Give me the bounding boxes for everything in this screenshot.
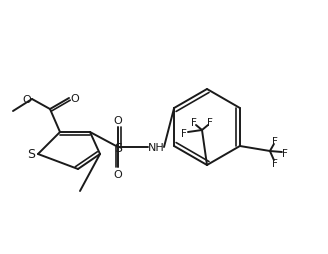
Text: F: F — [207, 118, 213, 128]
Text: F: F — [191, 118, 197, 128]
Text: O: O — [113, 169, 122, 179]
Text: O: O — [113, 116, 122, 125]
Text: F: F — [282, 148, 288, 158]
Text: O: O — [71, 94, 79, 104]
Text: S: S — [27, 148, 35, 161]
Text: F: F — [272, 158, 278, 168]
Text: F: F — [272, 136, 278, 146]
Text: NH: NH — [148, 142, 164, 152]
Text: F: F — [181, 129, 187, 138]
Text: S: S — [114, 141, 122, 154]
Text: O: O — [23, 95, 31, 105]
